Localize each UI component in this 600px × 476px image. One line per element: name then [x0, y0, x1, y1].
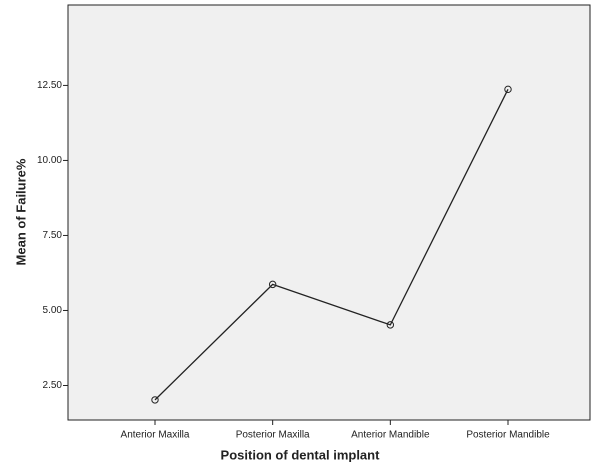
y-tick-label: 7.50	[43, 230, 63, 241]
y-axis-title: Mean of Failure%	[13, 158, 28, 265]
point	[151, 396, 159, 404]
plot-area	[67, 4, 591, 421]
y-tick-label: 5.00	[43, 305, 63, 316]
point	[386, 321, 395, 329]
line	[154, 89, 509, 401]
x-tick-label: Posterior Maxilla	[236, 430, 310, 441]
x-axis-title: Position of dental implant	[221, 447, 381, 462]
x-tick-label: Anterior Maxilla	[121, 430, 190, 441]
y-tick-label: 10.00	[37, 155, 62, 166]
y-tick-label: 12.50	[37, 80, 62, 91]
y-tick-label: 2.50	[43, 380, 63, 391]
point	[268, 280, 277, 289]
point	[504, 85, 512, 94]
x-tick-label: Anterior Mandible	[351, 430, 430, 441]
x-tick-label: Posterior Mandible	[466, 430, 550, 441]
